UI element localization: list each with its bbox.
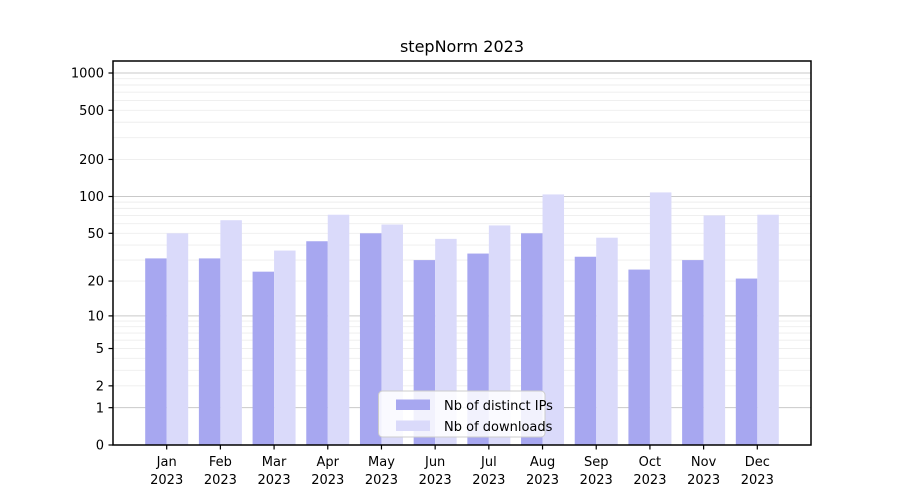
y-tick-label: 2 [96, 379, 104, 394]
y-tick-label: 10 [87, 309, 104, 324]
x-tick-label: Mar 2023 [258, 455, 291, 488]
chart-title: stepNorm 2023 [400, 37, 524, 56]
bar-downloads [757, 214, 779, 445]
y-tick-label: 500 [79, 104, 104, 119]
legend-swatch-distinct-ips [396, 399, 430, 410]
x-tick-label: May 2023 [365, 455, 398, 488]
x-tick-label: Dec 2023 [741, 455, 774, 488]
bar-distinct-ips [306, 241, 328, 445]
y-tick-label: 200 [79, 153, 104, 168]
legend: Nb of distinct IPs Nb of downloads [378, 390, 553, 438]
bar-downloads [488, 225, 511, 445]
bar-distinct-ips [145, 258, 167, 445]
x-tick-label: Apr 2023 [311, 455, 344, 488]
x-tick-label: Oct 2023 [633, 455, 666, 488]
plot-border [112, 60, 812, 446]
bar-downloads [274, 250, 296, 445]
y-tick-label: 0 [96, 439, 104, 454]
bar-distinct-ips [198, 258, 221, 445]
y-tick-label: 100 [79, 190, 104, 205]
legend-label-downloads: Nb of downloads [444, 420, 553, 435]
bar-downloads [327, 214, 350, 445]
bar-downloads [596, 237, 618, 445]
bars [145, 192, 779, 445]
bar-distinct-ips [735, 278, 758, 445]
y-tick-label: 5 [96, 342, 104, 357]
bar-distinct-ips [574, 256, 597, 445]
x-tick-label: Sep 2023 [580, 455, 613, 488]
x-tick-label: Nov 2023 [687, 455, 720, 488]
bar-distinct-ips [359, 233, 382, 445]
legend-swatch-downloads [396, 420, 430, 431]
x-tick-label: Jun 2023 [419, 455, 452, 488]
bar-distinct-ips [628, 269, 650, 445]
bar-distinct-ips [252, 271, 275, 445]
legend-label-distinct-ips: Nb of distinct IPs [444, 399, 553, 414]
axes: 0 1 2 5 10 20 50 100 200 500 1000 Jan 2023 Feb 2023 Mar… [71, 60, 812, 488]
bar-downloads [649, 192, 672, 445]
y-tick-label: 20 [87, 275, 104, 290]
y-tick-label: 1 [96, 401, 104, 416]
x-tick-label: Jul 2023 [472, 455, 505, 488]
bar-downloads [542, 194, 565, 445]
y-tick-label: 50 [87, 227, 104, 242]
bar-downloads [381, 224, 403, 445]
bar-downloads [220, 220, 242, 445]
x-tick-label: Feb 2023 [204, 455, 237, 488]
bar-distinct-ips [682, 260, 704, 445]
x-tick-label: Aug 2023 [526, 455, 559, 488]
bar-downloads [703, 215, 726, 445]
y-tick-label: 1000 [71, 67, 104, 82]
x-tick-label: Jan 2023 [150, 455, 183, 488]
bar-downloads [166, 233, 189, 445]
